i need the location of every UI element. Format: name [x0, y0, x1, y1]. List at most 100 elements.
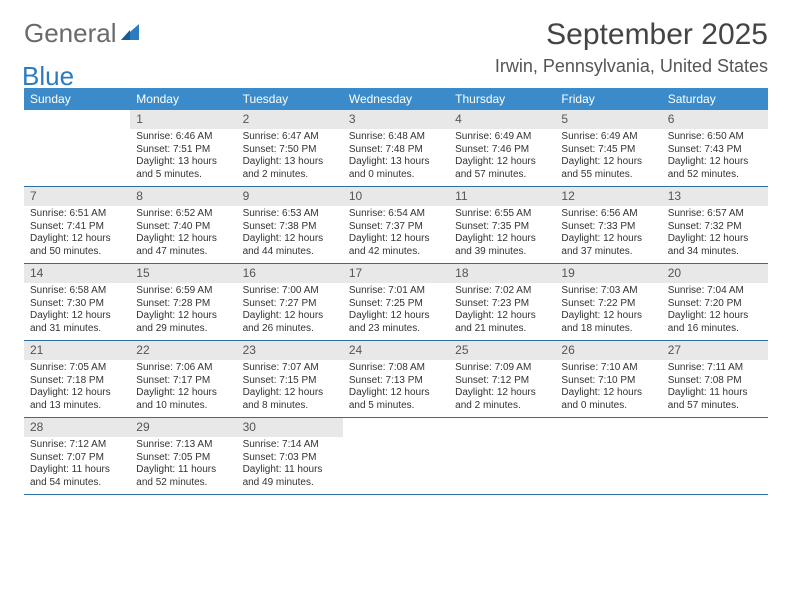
day-body: Sunrise: 7:00 AMSunset: 7:27 PMDaylight:…: [237, 283, 343, 339]
sunset-text: Sunset: 7:08 PM: [668, 375, 762, 388]
sunrise-text: Sunrise: 7:12 AM: [30, 439, 124, 452]
day-number: 29: [130, 418, 236, 437]
day-number: 1: [130, 110, 236, 129]
day-body: Sunrise: 6:56 AMSunset: 7:33 PMDaylight:…: [555, 206, 661, 262]
day-number: 30: [237, 418, 343, 437]
weekday-saturday: Saturday: [662, 88, 768, 110]
day-number: [662, 418, 768, 437]
day-body: Sunrise: 7:14 AMSunset: 7:03 PMDaylight:…: [237, 437, 343, 493]
daylight-text: Daylight: 12 hours and 29 minutes.: [136, 310, 230, 335]
day-number: 22: [130, 341, 236, 360]
day-cell: [343, 418, 449, 494]
sunset-text: Sunset: 7:17 PM: [136, 375, 230, 388]
day-number: 28: [24, 418, 130, 437]
daylight-text: Daylight: 12 hours and 44 minutes.: [243, 233, 337, 258]
day-body: Sunrise: 6:53 AMSunset: 7:38 PMDaylight:…: [237, 206, 343, 262]
day-number: 14: [24, 264, 130, 283]
sunset-text: Sunset: 7:32 PM: [668, 221, 762, 234]
daylight-text: Daylight: 12 hours and 57 minutes.: [455, 156, 549, 181]
day-cell: 4Sunrise: 6:49 AMSunset: 7:46 PMDaylight…: [449, 110, 555, 186]
sunrise-text: Sunrise: 6:51 AM: [30, 208, 124, 221]
day-cell: 29Sunrise: 7:13 AMSunset: 7:05 PMDayligh…: [130, 418, 236, 494]
day-body: Sunrise: 6:46 AMSunset: 7:51 PMDaylight:…: [130, 129, 236, 185]
day-body: Sunrise: 6:49 AMSunset: 7:46 PMDaylight:…: [449, 129, 555, 185]
day-body: Sunrise: 6:51 AMSunset: 7:41 PMDaylight:…: [24, 206, 130, 262]
week-row: 28Sunrise: 7:12 AMSunset: 7:07 PMDayligh…: [24, 418, 768, 495]
day-cell: 3Sunrise: 6:48 AMSunset: 7:48 PMDaylight…: [343, 110, 449, 186]
day-cell: 28Sunrise: 7:12 AMSunset: 7:07 PMDayligh…: [24, 418, 130, 494]
day-body: Sunrise: 7:08 AMSunset: 7:13 PMDaylight:…: [343, 360, 449, 416]
day-body: Sunrise: 7:03 AMSunset: 7:22 PMDaylight:…: [555, 283, 661, 339]
sunset-text: Sunset: 7:51 PM: [136, 144, 230, 157]
sunrise-text: Sunrise: 6:59 AM: [136, 285, 230, 298]
day-cell: 8Sunrise: 6:52 AMSunset: 7:40 PMDaylight…: [130, 187, 236, 263]
day-cell: 5Sunrise: 6:49 AMSunset: 7:45 PMDaylight…: [555, 110, 661, 186]
day-cell: 2Sunrise: 6:47 AMSunset: 7:50 PMDaylight…: [237, 110, 343, 186]
day-body: Sunrise: 7:11 AMSunset: 7:08 PMDaylight:…: [662, 360, 768, 416]
sunrise-text: Sunrise: 7:04 AM: [668, 285, 762, 298]
sunrise-text: Sunrise: 6:56 AM: [561, 208, 655, 221]
sunset-text: Sunset: 7:28 PM: [136, 298, 230, 311]
logo-text-general: General: [24, 18, 117, 48]
day-body: Sunrise: 6:50 AMSunset: 7:43 PMDaylight:…: [662, 129, 768, 185]
sunrise-text: Sunrise: 6:50 AM: [668, 131, 762, 144]
daylight-text: Daylight: 12 hours and 10 minutes.: [136, 387, 230, 412]
day-number: [343, 418, 449, 437]
day-number: 15: [130, 264, 236, 283]
daylight-text: Daylight: 12 hours and 50 minutes.: [30, 233, 124, 258]
sunset-text: Sunset: 7:12 PM: [455, 375, 549, 388]
day-body: Sunrise: 7:02 AMSunset: 7:23 PMDaylight:…: [449, 283, 555, 339]
day-body: Sunrise: 7:05 AMSunset: 7:18 PMDaylight:…: [24, 360, 130, 416]
day-number: 3: [343, 110, 449, 129]
sunset-text: Sunset: 7:10 PM: [561, 375, 655, 388]
sunset-text: Sunset: 7:45 PM: [561, 144, 655, 157]
month-title: September 2025: [495, 18, 768, 52]
week-row: 21Sunrise: 7:05 AMSunset: 7:18 PMDayligh…: [24, 341, 768, 418]
day-cell: 23Sunrise: 7:07 AMSunset: 7:15 PMDayligh…: [237, 341, 343, 417]
daylight-text: Daylight: 13 hours and 5 minutes.: [136, 156, 230, 181]
day-number: 19: [555, 264, 661, 283]
daylight-text: Daylight: 12 hours and 52 minutes.: [668, 156, 762, 181]
day-cell: [662, 418, 768, 494]
daylight-text: Daylight: 12 hours and 34 minutes.: [668, 233, 762, 258]
day-body: Sunrise: 7:10 AMSunset: 7:10 PMDaylight:…: [555, 360, 661, 416]
sunset-text: Sunset: 7:23 PM: [455, 298, 549, 311]
weekday-sunday: Sunday: [24, 88, 130, 110]
sunrise-text: Sunrise: 6:47 AM: [243, 131, 337, 144]
day-cell: 18Sunrise: 7:02 AMSunset: 7:23 PMDayligh…: [449, 264, 555, 340]
day-number: 9: [237, 187, 343, 206]
sunrise-text: Sunrise: 7:06 AM: [136, 362, 230, 375]
sunset-text: Sunset: 7:15 PM: [243, 375, 337, 388]
sunrise-text: Sunrise: 6:55 AM: [455, 208, 549, 221]
day-body: Sunrise: 6:57 AMSunset: 7:32 PMDaylight:…: [662, 206, 768, 262]
sunrise-text: Sunrise: 7:01 AM: [349, 285, 443, 298]
daylight-text: Daylight: 11 hours and 54 minutes.: [30, 464, 124, 489]
weekday-header-row: Sunday Monday Tuesday Wednesday Thursday…: [24, 88, 768, 110]
daylight-text: Daylight: 13 hours and 0 minutes.: [349, 156, 443, 181]
daylight-text: Daylight: 12 hours and 0 minutes.: [561, 387, 655, 412]
daylight-text: Daylight: 12 hours and 26 minutes.: [243, 310, 337, 335]
location-text: Irwin, Pennsylvania, United States: [495, 56, 768, 77]
day-body: Sunrise: 6:59 AMSunset: 7:28 PMDaylight:…: [130, 283, 236, 339]
day-body: Sunrise: 6:49 AMSunset: 7:45 PMDaylight:…: [555, 129, 661, 185]
sunset-text: Sunset: 7:38 PM: [243, 221, 337, 234]
weekday-wednesday: Wednesday: [343, 88, 449, 110]
header: General Blue September 2025 Irwin, Penns…: [24, 18, 768, 80]
day-body: Sunrise: 6:55 AMSunset: 7:35 PMDaylight:…: [449, 206, 555, 262]
daylight-text: Daylight: 12 hours and 21 minutes.: [455, 310, 549, 335]
sunset-text: Sunset: 7:48 PM: [349, 144, 443, 157]
day-cell: 10Sunrise: 6:54 AMSunset: 7:37 PMDayligh…: [343, 187, 449, 263]
day-number: 6: [662, 110, 768, 129]
daylight-text: Daylight: 11 hours and 49 minutes.: [243, 464, 337, 489]
sunrise-text: Sunrise: 7:09 AM: [455, 362, 549, 375]
day-cell: 15Sunrise: 6:59 AMSunset: 7:28 PMDayligh…: [130, 264, 236, 340]
daylight-text: Daylight: 12 hours and 23 minutes.: [349, 310, 443, 335]
sunset-text: Sunset: 7:20 PM: [668, 298, 762, 311]
day-number: 18: [449, 264, 555, 283]
day-cell: 20Sunrise: 7:04 AMSunset: 7:20 PMDayligh…: [662, 264, 768, 340]
day-cell: 19Sunrise: 7:03 AMSunset: 7:22 PMDayligh…: [555, 264, 661, 340]
calendar: Sunday Monday Tuesday Wednesday Thursday…: [24, 88, 768, 495]
sunset-text: Sunset: 7:03 PM: [243, 452, 337, 465]
day-body: Sunrise: 7:07 AMSunset: 7:15 PMDaylight:…: [237, 360, 343, 416]
sunset-text: Sunset: 7:05 PM: [136, 452, 230, 465]
